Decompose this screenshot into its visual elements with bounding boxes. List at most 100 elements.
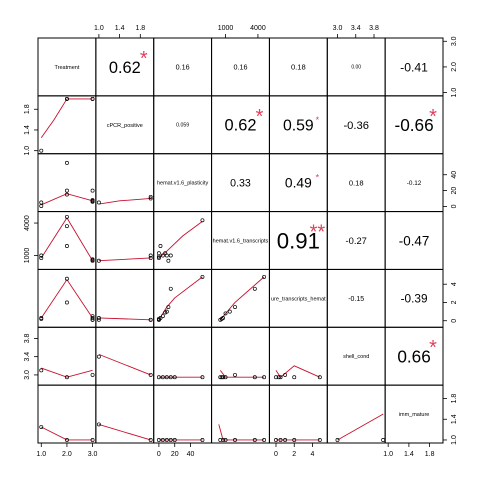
- point-5-3-4: [233, 373, 236, 376]
- bottom-tick-label-0-0: 1.0: [36, 451, 46, 458]
- top-tick-label-5-0: 3.0: [333, 25, 343, 32]
- diagonal-label-0: Treatment: [54, 65, 79, 71]
- right-tick-label-2-0: 0: [451, 204, 458, 208]
- panel-6-0: [38, 385, 96, 443]
- correlation-2-6: -0.12: [407, 180, 422, 187]
- right-tick-label-4-2: 4: [451, 282, 458, 286]
- correlation-1-2: 0.059: [176, 123, 189, 129]
- correlation-0-3: 0.16: [233, 63, 247, 72]
- smooth-line-3-1: [99, 258, 151, 261]
- panel-6-3: [212, 385, 270, 443]
- point-1-0-0: [40, 149, 43, 152]
- diagonal-label-3: hemat.v1.6_transcripts: [213, 238, 269, 244]
- smooth-line-5-4: [276, 366, 320, 377]
- bottom-tick-label-2-1: 20: [171, 451, 179, 458]
- right-tick-label-0-1: 2.0: [451, 62, 458, 72]
- point-2-0-1: [40, 201, 43, 204]
- smooth-line-2-1: [99, 198, 151, 204]
- left-tick-label-5-2: 3.8: [24, 333, 31, 343]
- panel-6-2: [154, 385, 212, 443]
- smooth-line-4-0: [41, 280, 92, 318]
- point-3-2-7: [167, 259, 170, 262]
- significance-stars-2-4: *: [316, 173, 320, 183]
- correlation-2-5: 0.18: [349, 178, 364, 187]
- smooth-line-1-0: [41, 99, 92, 138]
- point-5-0-2: [91, 373, 94, 376]
- bottom-tick-label-4-2: 4: [311, 451, 315, 458]
- bottom-tick-label-2-2: 40: [187, 451, 195, 458]
- point-3-0-4: [65, 225, 68, 228]
- bottom-tick-label-4-0: 0: [274, 451, 278, 458]
- point-5-4-4: [293, 376, 296, 379]
- point-4-2-8: [169, 287, 172, 290]
- correlation-4-5: -0.15: [348, 296, 364, 303]
- left-tick-label-3-1: 4000: [24, 215, 31, 231]
- diagonal-label-1: cPCR_positive: [107, 123, 143, 129]
- right-tick-label-0-0: 1.0: [451, 88, 458, 98]
- correlation-3-5: -0.27: [346, 235, 367, 246]
- correlation-3-6: -0.47: [399, 233, 430, 248]
- top-tick-label-3-0: 1000: [218, 25, 234, 32]
- left-tick-label-1-2: 1.8: [24, 104, 31, 114]
- right-tick-label-2-1: 20: [451, 187, 458, 195]
- point-2-0-3: [65, 189, 68, 192]
- right-tick-label-6-1: 1.4: [451, 414, 458, 424]
- right-tick-label-4-1: 2: [451, 300, 458, 304]
- significance-stars-1-6: *: [429, 106, 437, 128]
- point-4-3-4: [228, 310, 231, 313]
- correlation-0-4: 0.18: [291, 63, 306, 72]
- bottom-tick-label-2-0: 0: [157, 451, 161, 458]
- point-2-0-0: [40, 204, 43, 207]
- smooth-line-2-0: [41, 194, 92, 205]
- top-tick-label-3-1: 4000: [250, 25, 266, 32]
- panel-4-0: [38, 269, 96, 327]
- left-tick-label-5-1: 3.4: [24, 352, 31, 362]
- bottom-tick-label-6-1: 1.4: [404, 451, 414, 458]
- correlation-1-6: -0.66: [394, 115, 433, 135]
- panel-5-0: [38, 327, 96, 385]
- correlation-1-4: 0.59: [283, 117, 314, 134]
- top-tick-label-5-2: 3.8: [369, 25, 379, 32]
- point-2-0-2: [65, 161, 68, 164]
- left-tick-label-5-0: 3.0: [24, 370, 31, 380]
- correlation-0-2: 0.16: [176, 63, 190, 72]
- point-4-2-4: [161, 315, 164, 318]
- right-tick-label-2-2: 40: [451, 171, 458, 179]
- panel-3-0: [38, 212, 96, 270]
- top-tick-label-1-1: 1.4: [115, 25, 125, 32]
- correlation-0-5: 0.00: [351, 65, 361, 71]
- correlation-1-5: -0.36: [343, 120, 369, 132]
- bottom-tick-label-0-2: 3.0: [88, 451, 98, 458]
- diagonal-label-2: hemat.v1.6_plasticity: [157, 181, 209, 187]
- panel-6-4: [269, 385, 327, 443]
- point-3-0-3: [65, 244, 68, 247]
- panel-1-0: [38, 96, 96, 154]
- point-6-5-0: [336, 438, 339, 441]
- correlation-1-3: 0.62: [225, 117, 257, 135]
- diagonal-label-5: shell_cond: [343, 354, 369, 360]
- point-3-2-8: [169, 254, 172, 257]
- point-4-3-6: [253, 287, 256, 290]
- diagonal-label-4: ure_transcripts_hemat: [271, 296, 326, 302]
- point-4-0-2: [65, 301, 68, 304]
- point-2-0-5: [91, 189, 94, 192]
- left-tick-label-1-0: 1.0: [24, 146, 31, 156]
- significance-stars-1-3: *: [256, 106, 264, 128]
- top-tick-label-1-0: 1.0: [94, 25, 104, 32]
- correlation-2-4: 0.49: [285, 176, 312, 191]
- significance-stars-3-4: **: [310, 221, 326, 243]
- left-tick-label-1-1: 1.4: [24, 125, 31, 135]
- smooth-line-4-1: [99, 318, 151, 320]
- smooth-line-6-5: [338, 414, 384, 440]
- point-3-2-2: [157, 252, 160, 255]
- bottom-tick-label-6-0: 1.0: [383, 451, 393, 458]
- significance-stars-1-4: *: [316, 115, 320, 125]
- top-tick-label-5-1: 3.4: [351, 25, 361, 32]
- point-5-0-0: [40, 369, 43, 372]
- smooth-line-4-2: [159, 277, 203, 320]
- smooth-line-3-2: [159, 221, 203, 258]
- panel-3-2: [154, 212, 212, 270]
- correlation-4-6: -0.39: [401, 292, 428, 306]
- left-tick-label-3-0: 1000: [24, 248, 31, 264]
